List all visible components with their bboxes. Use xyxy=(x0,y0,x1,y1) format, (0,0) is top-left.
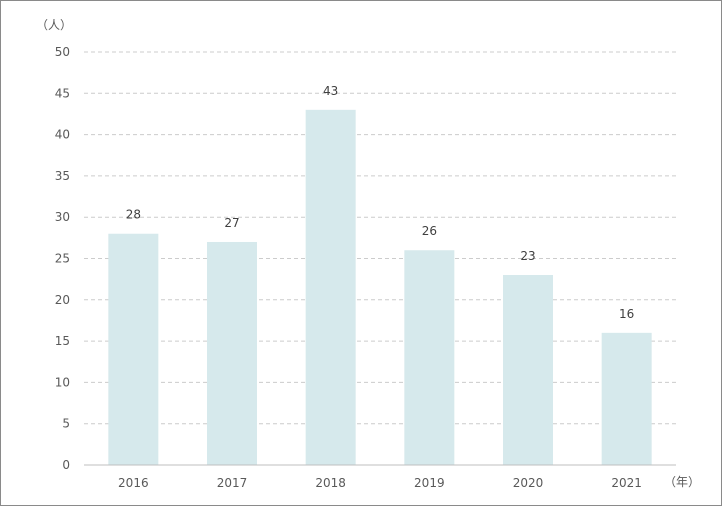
y-tick-label: 50 xyxy=(55,45,70,59)
bar-value-label: 16 xyxy=(619,307,634,321)
bar xyxy=(207,241,257,465)
bar xyxy=(108,233,159,465)
y-tick-label: 20 xyxy=(55,293,70,307)
bar xyxy=(601,332,652,465)
bar-value-label: 26 xyxy=(422,224,437,238)
x-tick-label: 2019 xyxy=(414,476,445,490)
bar xyxy=(503,275,553,465)
x-axis-tick-labels: 2016 2017 2018 2019 2020 2021 xyxy=(118,476,642,490)
bar-value-label: 43 xyxy=(323,84,338,98)
y-tick-label: 40 xyxy=(55,128,70,142)
bar-value-label: 23 xyxy=(520,249,535,263)
y-tick-label: 0 xyxy=(62,458,70,472)
bar-value-label: 28 xyxy=(126,208,141,222)
x-axis-unit-label: （年） xyxy=(664,475,700,489)
bar-series xyxy=(108,109,652,465)
bar-value-label: 27 xyxy=(224,216,239,230)
grid-lines xyxy=(84,51,676,425)
y-axis-tick-labels: 0 5 10 15 20 25 30 35 40 45 50 xyxy=(55,45,70,472)
y-tick-label: 25 xyxy=(55,252,70,266)
x-tick-label: 2016 xyxy=(118,476,149,490)
y-tick-label: 15 xyxy=(55,334,70,348)
x-tick-label: 2021 xyxy=(611,476,642,490)
y-tick-label: 45 xyxy=(55,86,70,100)
bar xyxy=(404,250,455,465)
x-tick-label: 2018 xyxy=(315,476,346,490)
y-tick-label: 10 xyxy=(55,375,70,389)
data-labels: 28 27 43 26 23 16 xyxy=(126,84,635,321)
bar xyxy=(305,109,356,465)
x-tick-label: 2017 xyxy=(217,476,248,490)
y-axis-unit-label: （人） xyxy=(36,18,72,32)
y-tick-label: 30 xyxy=(55,210,70,224)
x-tick-label: 2020 xyxy=(513,476,544,490)
y-tick-label: 35 xyxy=(55,169,70,183)
y-tick-label: 5 xyxy=(62,417,70,431)
